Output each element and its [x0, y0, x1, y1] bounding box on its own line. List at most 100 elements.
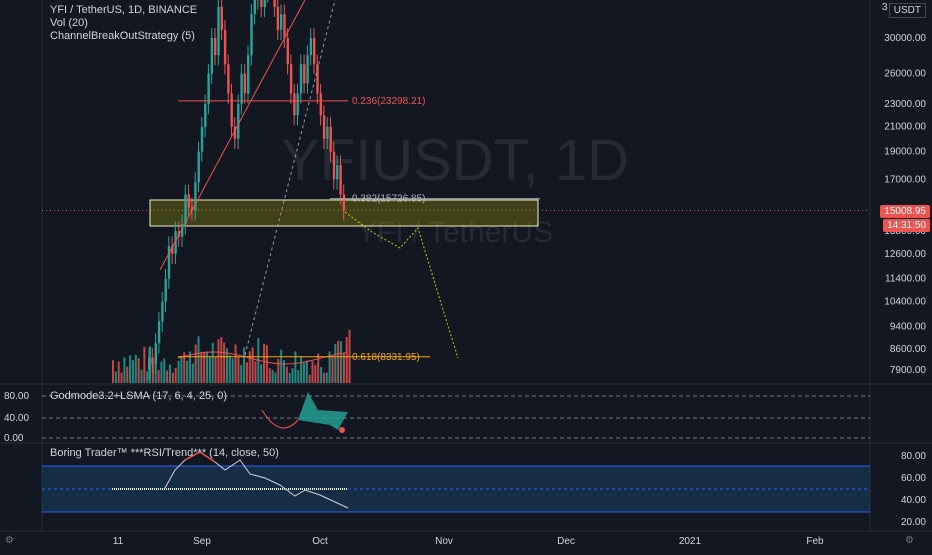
candle-body [263, 0, 266, 7]
volume-bar [197, 336, 200, 383]
volume-bar [206, 351, 209, 383]
candle-body [286, 38, 289, 65]
candle-body [260, 0, 263, 7]
godmode-tick-label: 40.00 [4, 413, 29, 424]
time-tick-label: 2021 [679, 536, 702, 547]
candle-body [247, 55, 250, 94]
candle-body [223, 29, 227, 65]
candle-body [309, 38, 313, 56]
volume-bar [140, 369, 143, 383]
volume-bar [220, 337, 223, 383]
candle-body [181, 224, 184, 237]
currency-badge[interactable]: USDT [888, 3, 926, 18]
volume-bar [243, 347, 246, 383]
rsi-pane-title[interactable]: Boring Trader™ ***RSI/Trend*** (14, clos… [50, 447, 279, 459]
volume-bar [305, 360, 308, 383]
volume-bar [208, 357, 211, 383]
price-tick-label: 30000.00 [884, 33, 926, 44]
candle-body [187, 194, 190, 208]
volume-bar [120, 372, 123, 383]
volume-bar [163, 358, 166, 383]
volume-bar [151, 362, 154, 383]
price-tick-label-top: 3 [882, 2, 888, 13]
gear-icon[interactable]: ⚙ [5, 535, 14, 546]
volume-bar [177, 360, 180, 383]
godmode-pane-title[interactable]: Godmode3.2+LSMA (17, 6, 4, 25, 0) [50, 390, 228, 402]
volume-bar [345, 337, 348, 383]
volume-bar [322, 372, 325, 383]
price-tick-label: 26000.00 [884, 69, 926, 80]
candle-body [339, 165, 342, 195]
volume-bar [217, 339, 220, 383]
candle-body [204, 104, 207, 127]
volume-bar [146, 371, 149, 383]
volume-bar [260, 364, 263, 383]
volume-bar [228, 355, 231, 383]
volume-bar [160, 361, 163, 383]
candle-body [322, 115, 326, 139]
rsi-tick-label: 60.00 [901, 473, 926, 484]
candle-body [210, 38, 214, 74]
volume-bar [265, 345, 268, 383]
volume-bar [129, 355, 132, 383]
price-tick-label: 23000.00 [884, 99, 926, 110]
volume-bar [237, 356, 240, 383]
candle-body [154, 343, 157, 364]
godmode-marker [339, 427, 345, 433]
volume-bar [291, 368, 294, 383]
volume-bar [186, 360, 189, 383]
candle-body [299, 64, 303, 94]
volume-bar [288, 373, 291, 383]
candle-body [214, 38, 217, 56]
volume-bar [342, 353, 345, 383]
volume-bar [302, 362, 305, 383]
settings-icon[interactable]: ⚙ [905, 535, 914, 546]
candle-body [230, 93, 233, 127]
volume-bar [248, 351, 251, 383]
godmode-tick-label: 0.00 [4, 433, 24, 444]
volume-bar [174, 367, 177, 383]
candle-body [233, 126, 237, 139]
candle-body [171, 246, 174, 254]
trendline-dashed [244, 0, 336, 356]
candle-body [253, 0, 256, 15]
candle-body [283, 14, 286, 38]
volume-bar [123, 357, 126, 383]
godmode-tick-label: 80.00 [4, 391, 29, 402]
volume-bar [320, 366, 323, 383]
price-tick-label: 11400.00 [885, 274, 926, 285]
candle-body [276, 6, 280, 30]
volume-bar [245, 362, 248, 383]
volume-bar [171, 372, 174, 383]
candle-body [164, 278, 167, 302]
candle-body [289, 64, 293, 94]
volume-bar [134, 354, 137, 383]
volume-bar [191, 363, 194, 383]
volume-bar [317, 353, 320, 383]
volume-bar [283, 360, 285, 383]
strategy-indicator-label[interactable]: ChannelBreakOutStrategy (5) [50, 30, 195, 42]
candle-body [342, 194, 346, 211]
volume-indicator-label[interactable]: Vol (20) [50, 17, 88, 29]
time-tick-label: Oct [312, 536, 328, 547]
volume-bar [294, 351, 297, 383]
candle-body [237, 104, 240, 139]
candle-body [313, 38, 316, 65]
candle-body [296, 93, 299, 116]
volume-bar [271, 369, 274, 383]
candle-body [306, 55, 309, 84]
candle-body [316, 64, 319, 94]
rsi-overbought-segment [184, 451, 216, 463]
candle-body [280, 14, 283, 30]
volume-bar [223, 342, 226, 383]
candle-body [227, 64, 230, 94]
volume-bar [157, 369, 160, 383]
volume-bar [143, 346, 146, 383]
candle-body [200, 126, 204, 152]
price-tick-label: 12600.00 [884, 249, 926, 260]
volume-bar [254, 361, 257, 383]
price-tick-label: 19000.00 [884, 147, 926, 158]
price-tick-label: 17000.00 [884, 174, 926, 185]
